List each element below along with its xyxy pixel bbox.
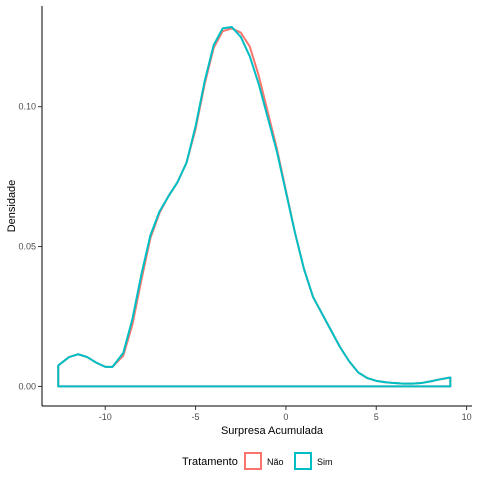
- legend-key-sim: [294, 452, 312, 470]
- x-axis-title: Surpresa Acumulada: [221, 425, 324, 437]
- x-ticks: -10 -5 0 5 10: [99, 406, 472, 422]
- legend-key-nao: [244, 452, 262, 470]
- y-axis-title: Densidade: [6, 180, 18, 233]
- y-tick-label: 0.05: [18, 242, 36, 252]
- x-tick-label: -10: [99, 412, 112, 422]
- x-tick-label: 0: [283, 412, 288, 422]
- x-tick-label: -5: [192, 412, 200, 422]
- y-tick-label: 0.00: [18, 381, 36, 391]
- density-line-sim: [57, 25, 452, 388]
- legend-label-sim: Sim: [317, 457, 333, 467]
- legend-title: Tratamento: [182, 456, 238, 468]
- y-tick-label: 0.10: [18, 102, 36, 112]
- series-layer: [57, 25, 452, 388]
- legend: Tratamento Não Sim: [182, 452, 333, 470]
- density-line-nao: [57, 27, 452, 388]
- x-tick-label: 5: [374, 412, 379, 422]
- legend-label-nao: Não: [267, 457, 284, 467]
- x-tick-label: 10: [462, 412, 472, 422]
- y-ticks: 0.00 0.05 0.10: [18, 102, 42, 391]
